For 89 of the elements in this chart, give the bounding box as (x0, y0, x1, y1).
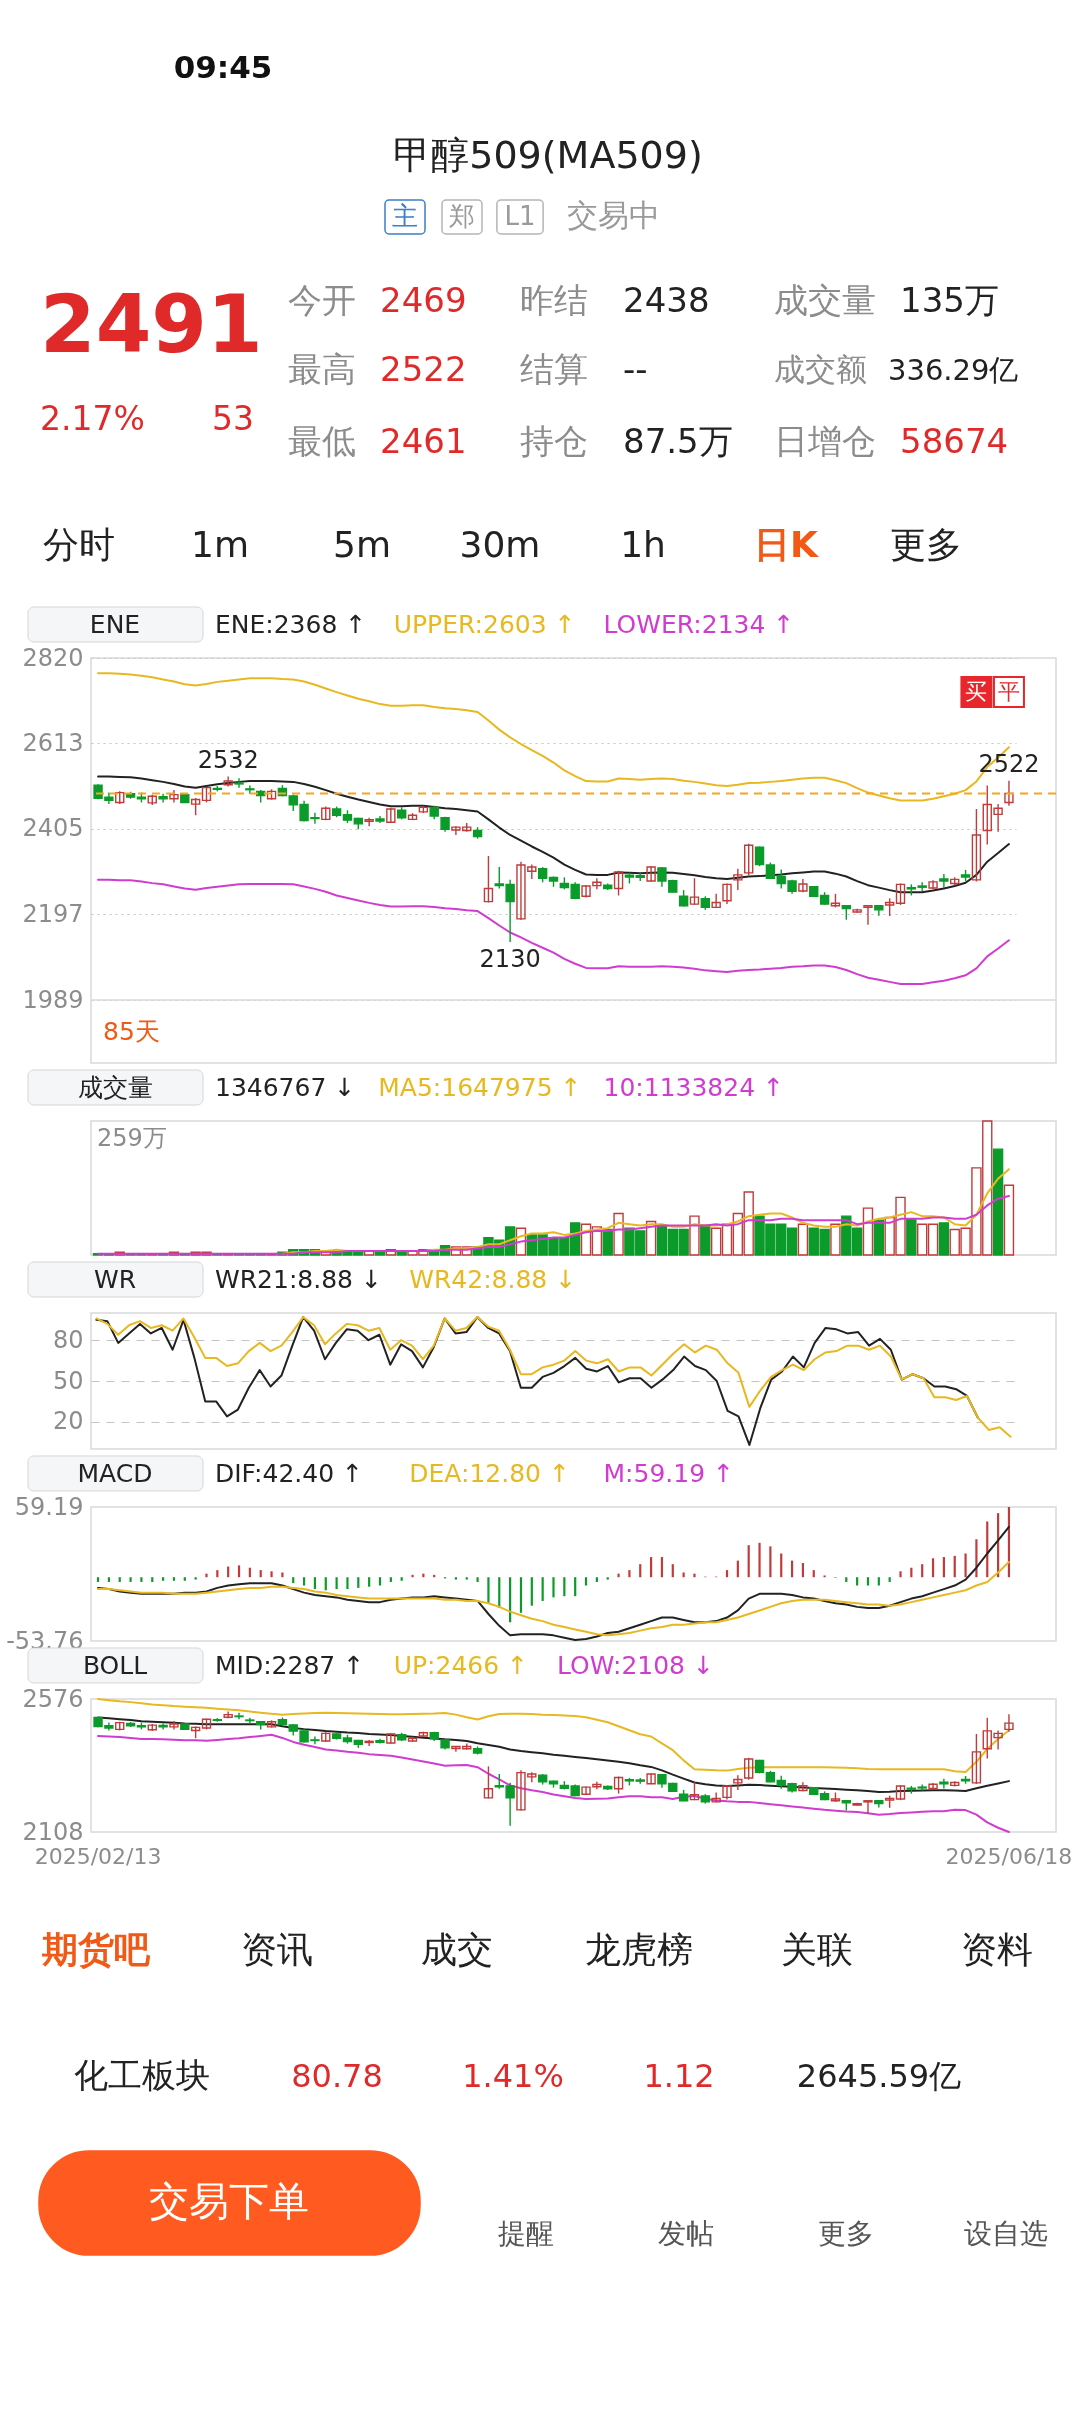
text: L1 (504, 201, 536, 231)
annotation: 2130 (479, 944, 541, 973)
text: 2491 (40, 278, 263, 371)
text: M:59.19 ↑ (603, 1459, 734, 1488)
text: 53 (212, 399, 254, 438)
annotation: 平 (997, 679, 1020, 704)
series-label: WR42:8.88 ↓ (409, 1265, 577, 1294)
text: 关联 (781, 1929, 853, 1970)
y-tick-label: 20 (52, 1407, 84, 1436)
text: 80.78 (291, 2057, 383, 2095)
series-label: UP:2466 ↑ (393, 1651, 529, 1680)
chart-title: BOLL (82, 1651, 148, 1680)
text: 分时 (43, 524, 115, 565)
text: 日增仓 (774, 421, 876, 461)
y-tick-label: 2197 (22, 899, 84, 928)
text: 2461 (380, 421, 467, 461)
annotation: 2532 (197, 745, 259, 774)
text: 85天 (103, 1017, 160, 1046)
text: 1h (620, 524, 666, 565)
text: 30m (459, 524, 541, 565)
text: 135万 (900, 280, 999, 320)
chart-title: WR (93, 1265, 137, 1294)
text: 提醒 (498, 2217, 554, 2250)
y-tick-label: 2820 (22, 643, 84, 672)
y-tick-label: 2576 (22, 1684, 84, 1713)
series-label: MID:2287 ↑ (215, 1651, 365, 1680)
text: DIF:42.40 ↑ (215, 1459, 363, 1488)
text: 日K (754, 524, 820, 565)
annotation: 259万 (97, 1124, 167, 1152)
text: 87.5万 (623, 421, 733, 461)
y-tick-label: 1989 (22, 985, 84, 1014)
text: 结算 (520, 349, 588, 389)
x-tick-label: 2025/06/18 (945, 1843, 1073, 1869)
text: 最高 (288, 349, 356, 389)
text: 1346767 ↓ (215, 1073, 356, 1102)
text: ENE:2368 ↑ (215, 610, 367, 639)
text: 成交量 (774, 280, 876, 320)
text: 资讯 (241, 1929, 313, 1970)
y-tick-label: 2613 (22, 728, 84, 757)
text: 更多 (890, 524, 962, 565)
y-tick-label: -53.76 (6, 1626, 84, 1655)
text: 09:45 (173, 49, 273, 85)
text: 发帖 (658, 2217, 714, 2250)
text: 持仓 (520, 421, 588, 461)
chart-title: MACD (77, 1459, 153, 1488)
text: 化工板块 (74, 2055, 210, 2095)
text: 336.29亿 (888, 353, 1019, 387)
text: 交易中 (566, 197, 660, 233)
y-tick-label: 2405 (22, 814, 84, 843)
text: 成交 (421, 1929, 493, 1970)
text: 1.41% (462, 2057, 564, 2095)
text: 今开 (288, 280, 356, 320)
text: 2469 (380, 280, 467, 320)
text: 龙虎榜 (585, 1929, 693, 1970)
text: 1.12 (643, 2057, 715, 2095)
text: 2438 (623, 280, 710, 320)
text: 最低 (288, 421, 356, 461)
text: 2645.59亿 (796, 2057, 962, 2095)
y-tick-label: 59.19 (14, 1492, 84, 1521)
text: DEA:12.80 ↑ (409, 1459, 570, 1488)
chart-title: 成交量 (77, 1073, 153, 1102)
text: LOW:2108 ↓ (557, 1651, 714, 1680)
y-tick-label: 80 (52, 1325, 84, 1354)
text: 交易下单 (149, 2178, 309, 2224)
x-tick-label: 2025/02/13 (34, 1843, 162, 1869)
text: 1m (191, 524, 249, 565)
annotation: 买 (965, 679, 988, 704)
text: 10:1133824 ↑ (603, 1073, 784, 1102)
text: -- (623, 349, 648, 389)
text: 5m (333, 524, 391, 565)
y-tick-label: 50 (52, 1366, 84, 1395)
text: 资料 (961, 1929, 1033, 1970)
text: 58674 (900, 421, 1009, 461)
text: 2.17% (40, 399, 145, 438)
text: 成交额 (774, 351, 867, 387)
text: 甲醇509(MA509) (393, 133, 703, 177)
text: MA5:1647975 ↑ (378, 1073, 582, 1102)
text: UPPER:2603 ↑ (393, 610, 576, 639)
text: LOWER:2134 ↑ (603, 610, 795, 639)
y-tick-label: 2108 (22, 1817, 84, 1846)
text: 主 (392, 201, 418, 231)
chart-title: ENE (89, 610, 141, 639)
text: 更多 (818, 2217, 874, 2250)
text: 2522 (380, 349, 467, 389)
text: 郑 (449, 201, 475, 231)
text: 期货吧 (42, 1929, 151, 1970)
text: 设自选 (964, 2217, 1048, 2250)
series-label: WR21:8.88 ↓ (215, 1265, 382, 1294)
text: 昨结 (520, 280, 588, 320)
